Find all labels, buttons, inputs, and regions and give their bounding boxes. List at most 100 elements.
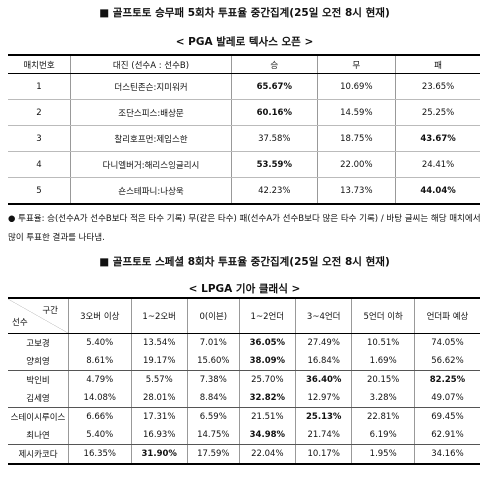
cell: 21.51% xyxy=(239,407,297,426)
cell: 5.40% xyxy=(68,333,132,352)
cell: 숀스테파니:나상욱 xyxy=(70,177,232,205)
cell: 1.69% xyxy=(351,352,415,371)
cell: 14.59% xyxy=(317,99,397,126)
title: ■ 골프토토 스페셜 8회차 투표율 중간집계(25일 오전 8시 현재) xyxy=(99,256,390,268)
header-cell: 매치번호 xyxy=(8,55,71,74)
cell: 스테이시루이스 xyxy=(8,407,69,426)
cell: 5.40% xyxy=(68,426,132,445)
cell: 3 xyxy=(8,125,71,152)
header-cell: 3오버 이상 xyxy=(68,298,132,334)
cell: 13.54% xyxy=(131,333,188,352)
cell: 25.13% xyxy=(295,407,353,426)
row: 스테이시루이스 6.66% 17.31% 6.59% 21.51% 25.13% 22.81… xyxy=(8,407,480,426)
cell: 15.60% xyxy=(187,352,240,371)
cell: 37.58% xyxy=(231,125,318,152)
cell: 23.65% xyxy=(395,73,480,100)
cell: 2 xyxy=(8,99,71,126)
cell: 28.01% xyxy=(131,389,188,408)
cell: 최나연 xyxy=(8,426,69,445)
cell: 다니엘버거:해리스잉글리시 xyxy=(70,151,232,178)
cell: 17.31% xyxy=(131,407,188,426)
cell: 65.67% xyxy=(231,73,318,100)
header-cell: 승 xyxy=(231,55,318,74)
cell: 21.74% xyxy=(295,426,353,445)
cell: 74.05% xyxy=(431,338,464,348)
cell: 25.25% xyxy=(395,99,480,126)
cell: 24.41% xyxy=(395,151,480,178)
cell: 고보경 xyxy=(8,333,69,352)
title: ■ 골프토토 승무패 5회차 투표율 중간집계(25일 오전 8시 현재) xyxy=(99,7,390,19)
cell: 49.07% xyxy=(414,389,480,408)
cell: 56.62% xyxy=(414,352,480,371)
cell: 22.04% xyxy=(239,444,297,465)
cell: 6.59% xyxy=(187,407,240,426)
row: 최나연 5.40% 16.93% 14.75% 34.98% 21.74% 6.19% 62.… xyxy=(8,426,480,445)
cell: 27.49% xyxy=(295,333,353,352)
cell: 38.09% xyxy=(239,352,297,371)
cell: 양희영 xyxy=(8,352,69,371)
cell: 16.84% xyxy=(295,352,353,371)
header-cell: 패 xyxy=(395,55,480,74)
header-cell: 5언더 이하 xyxy=(351,298,415,334)
row: 제시카코다 16.35% 31.90% 17.59% 22.04% 10.17% 1.95%… xyxy=(8,444,480,465)
corner-top: 구간 xyxy=(42,306,58,316)
cell: 34.98% xyxy=(239,426,297,445)
cell: 36.05% xyxy=(239,333,297,352)
cell: 53.59% xyxy=(231,151,318,178)
cell: 22.00% xyxy=(317,151,397,178)
header-cell: 언더파 예상 xyxy=(414,298,480,334)
cell: 찰리호프먼:제임스한 xyxy=(70,125,232,152)
pga-table: 매치번호 대진 (선수A : 선수B) 승 무 패 1 더스틴존슨:지미워커 65.67% 10… xyxy=(8,54,480,205)
cell: 44.04% xyxy=(395,177,480,205)
header-cell: 1~2오버 xyxy=(131,298,188,334)
cell: 62.91% xyxy=(414,426,480,445)
cell: 4.79% xyxy=(68,370,132,389)
cell: 김세영 xyxy=(8,389,69,408)
cell: 43.67% xyxy=(395,125,480,152)
corner-cell: 구간 선수 xyxy=(8,298,69,334)
cell: 60.16% xyxy=(231,99,318,126)
cell: 박인비 xyxy=(8,370,69,389)
cell: 1.95% xyxy=(351,444,415,465)
cell: 18.75% xyxy=(317,125,397,152)
cell: 14.08% xyxy=(68,389,132,408)
header-cell: 1~2언더 xyxy=(239,298,297,334)
row: 5 숀스테파니:나상욱 42.23% 13.73% 44.04% xyxy=(8,177,480,205)
cell: 8.61% xyxy=(68,352,132,371)
cell: 조단스피스:배상문 xyxy=(70,99,232,126)
row: 박인비 4.79% 5.57% 7.38% 25.70% 36.40% 20.15% 82.2… xyxy=(8,370,480,389)
cell: 5 xyxy=(8,177,71,205)
row: 2 조단스피스:배상문 60.16% 14.59% 25.25% xyxy=(8,99,480,126)
cell: 10.69% xyxy=(317,73,397,100)
cell: 더스틴존슨:지미워커 xyxy=(70,73,232,100)
cell: 82.25% xyxy=(429,375,466,385)
cell: 7.01% xyxy=(187,333,240,352)
cell: 25.70% xyxy=(239,370,297,389)
subtitle: < LPGA 기아 클래식 > xyxy=(188,283,301,295)
cell: 4 xyxy=(8,151,71,178)
row: 양희영 8.61% 19.17% 15.60% 38.09% 16.84% 1.69% 56.… xyxy=(8,352,480,371)
cell: 10.17% xyxy=(295,444,353,465)
header-cell: 0(이븐) xyxy=(187,298,240,334)
cell: 20.15% xyxy=(351,370,415,389)
cell: 42.23% xyxy=(231,177,318,205)
cell: 3.28% xyxy=(351,389,415,408)
row: 고보경 5.40% 13.54% 7.01% 36.05% 27.49% 10.51% 74.… xyxy=(8,333,480,352)
row: 김세영 14.08% 28.01% 8.84% 32.82% 12.97% 3.28% 49.… xyxy=(8,389,480,408)
cell: 14.75% xyxy=(187,426,240,445)
cell: 10.51% xyxy=(351,333,415,352)
header-cell: 대진 (선수A : 선수B) xyxy=(70,55,232,74)
cell: 31.90% xyxy=(131,444,188,465)
cell: 16.93% xyxy=(131,426,188,445)
cell: 19.17% xyxy=(131,352,188,371)
cell: 16.35% xyxy=(68,444,132,465)
row: 4 다니엘버거:해리스잉글리시 53.59% 22.00% 24.41% xyxy=(8,151,480,178)
cell: 32.82% xyxy=(239,389,297,408)
header-cell: 무 xyxy=(317,55,397,74)
cell: 12.97% xyxy=(295,389,353,408)
header-cell: 3~4언더 xyxy=(295,298,353,334)
note: ● 투표율: 승(선수A가 선수B보다 적은 타수 기록) 무(같은 타수) 패… xyxy=(8,214,481,243)
cell: 34.16% xyxy=(414,444,480,465)
cell: 6.19% xyxy=(351,426,415,445)
